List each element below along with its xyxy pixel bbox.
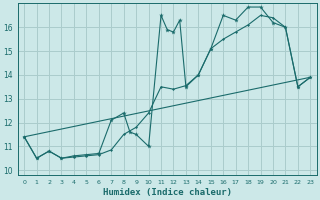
X-axis label: Humidex (Indice chaleur): Humidex (Indice chaleur) [103,188,232,197]
